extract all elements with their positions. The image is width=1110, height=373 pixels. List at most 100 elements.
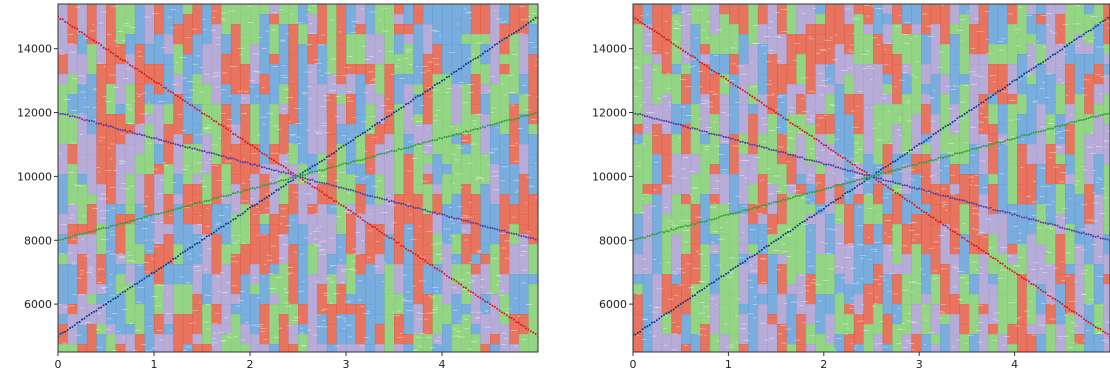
point-speckle <box>678 284 685 286</box>
point-cloud-block <box>490 254 501 295</box>
point-speckle <box>636 165 642 167</box>
data-point <box>796 156 799 159</box>
point-speckle <box>892 293 898 295</box>
data-point <box>467 220 470 223</box>
point-speckle <box>127 254 133 256</box>
point-cloud-block <box>230 54 241 95</box>
data-point <box>777 113 780 116</box>
point-cloud-block <box>940 84 951 95</box>
point-speckle <box>888 249 896 251</box>
point-speckle <box>241 113 247 115</box>
data-point <box>381 197 383 200</box>
point-cloud-block <box>892 184 903 195</box>
data-point <box>172 91 175 94</box>
x-tick-label: 4 <box>439 358 446 371</box>
data-point <box>390 199 393 202</box>
point-speckle <box>1015 45 1021 47</box>
point-cloud-block <box>144 4 155 45</box>
point-speckle <box>236 240 240 242</box>
point-speckle <box>808 38 814 40</box>
point-speckle <box>97 62 102 64</box>
data-point <box>234 217 237 220</box>
data-point <box>277 180 280 183</box>
point-cloud-block <box>221 324 232 335</box>
point-cloud-block <box>642 144 653 185</box>
point-cloud-block <box>1017 324 1028 352</box>
point-cloud-block <box>633 54 644 85</box>
data-point <box>784 151 787 154</box>
point-speckle <box>226 125 234 127</box>
point-cloud-block <box>681 64 692 75</box>
point-speckle <box>845 197 850 199</box>
point-speckle <box>748 333 751 334</box>
point-cloud-block <box>892 194 903 225</box>
point-speckle <box>319 249 327 251</box>
point-cloud-block <box>461 234 472 265</box>
point-speckle <box>688 66 694 68</box>
data-point <box>944 224 947 227</box>
point-cloud-block <box>921 334 932 345</box>
point-cloud-block <box>346 254 357 295</box>
point-speckle <box>218 332 224 333</box>
data-point <box>815 160 818 163</box>
point-speckle <box>898 117 901 119</box>
point-speckle <box>480 279 485 280</box>
data-point <box>227 222 230 225</box>
data-point <box>275 169 278 172</box>
point-speckle <box>443 228 451 230</box>
data-point <box>369 127 371 130</box>
point-speckle <box>638 294 641 295</box>
data-point <box>191 246 194 249</box>
point-speckle <box>858 320 864 322</box>
point-speckle <box>879 321 884 322</box>
data-point <box>318 161 321 163</box>
data-point <box>510 232 513 235</box>
series-1-points <box>633 16 1110 337</box>
data-point <box>78 320 81 323</box>
point-speckle <box>1061 82 1065 84</box>
point-speckle <box>857 225 864 226</box>
point-speckle <box>71 238 77 240</box>
data-point <box>667 311 670 314</box>
point-speckle <box>1046 131 1051 133</box>
point-cloud-block <box>853 14 864 35</box>
point-speckle <box>144 271 150 273</box>
point-speckle <box>87 268 93 270</box>
data-point <box>83 33 86 36</box>
point-speckle <box>667 227 670 228</box>
point-speckle <box>776 127 782 128</box>
point-cloud-block <box>490 4 501 45</box>
point-speckle <box>183 207 190 209</box>
point-speckle <box>435 253 443 255</box>
point-cloud-block <box>729 104 740 135</box>
data-point <box>1068 228 1071 231</box>
data-point <box>424 208 427 211</box>
point-cloud-block <box>384 214 395 235</box>
point-speckle <box>477 252 482 253</box>
point-speckle <box>1030 269 1037 270</box>
point-cloud-block <box>413 234 424 265</box>
point-cloud-block <box>355 94 366 115</box>
data-point <box>510 317 513 320</box>
data-point <box>1063 227 1066 230</box>
data-point <box>767 148 770 151</box>
point-speckle <box>696 250 699 252</box>
data-point <box>117 55 119 58</box>
point-speckle <box>220 340 227 341</box>
point-cloud-block <box>642 244 653 275</box>
point-cloud-block <box>642 314 653 352</box>
data-point <box>287 172 290 175</box>
point-speckle <box>878 123 882 125</box>
data-point <box>304 177 307 180</box>
point-speckle <box>870 6 875 7</box>
point-cloud-block <box>259 124 270 165</box>
point-cloud-block <box>403 264 414 295</box>
point-cloud-block <box>1007 244 1018 255</box>
point-speckle <box>1080 204 1088 206</box>
point-cloud-block <box>1093 104 1104 115</box>
point-cloud-block <box>528 124 538 135</box>
point-speckle <box>122 336 125 338</box>
point-cloud-block <box>115 144 126 175</box>
point-cloud-block <box>892 264 903 275</box>
data-point <box>961 199 964 202</box>
